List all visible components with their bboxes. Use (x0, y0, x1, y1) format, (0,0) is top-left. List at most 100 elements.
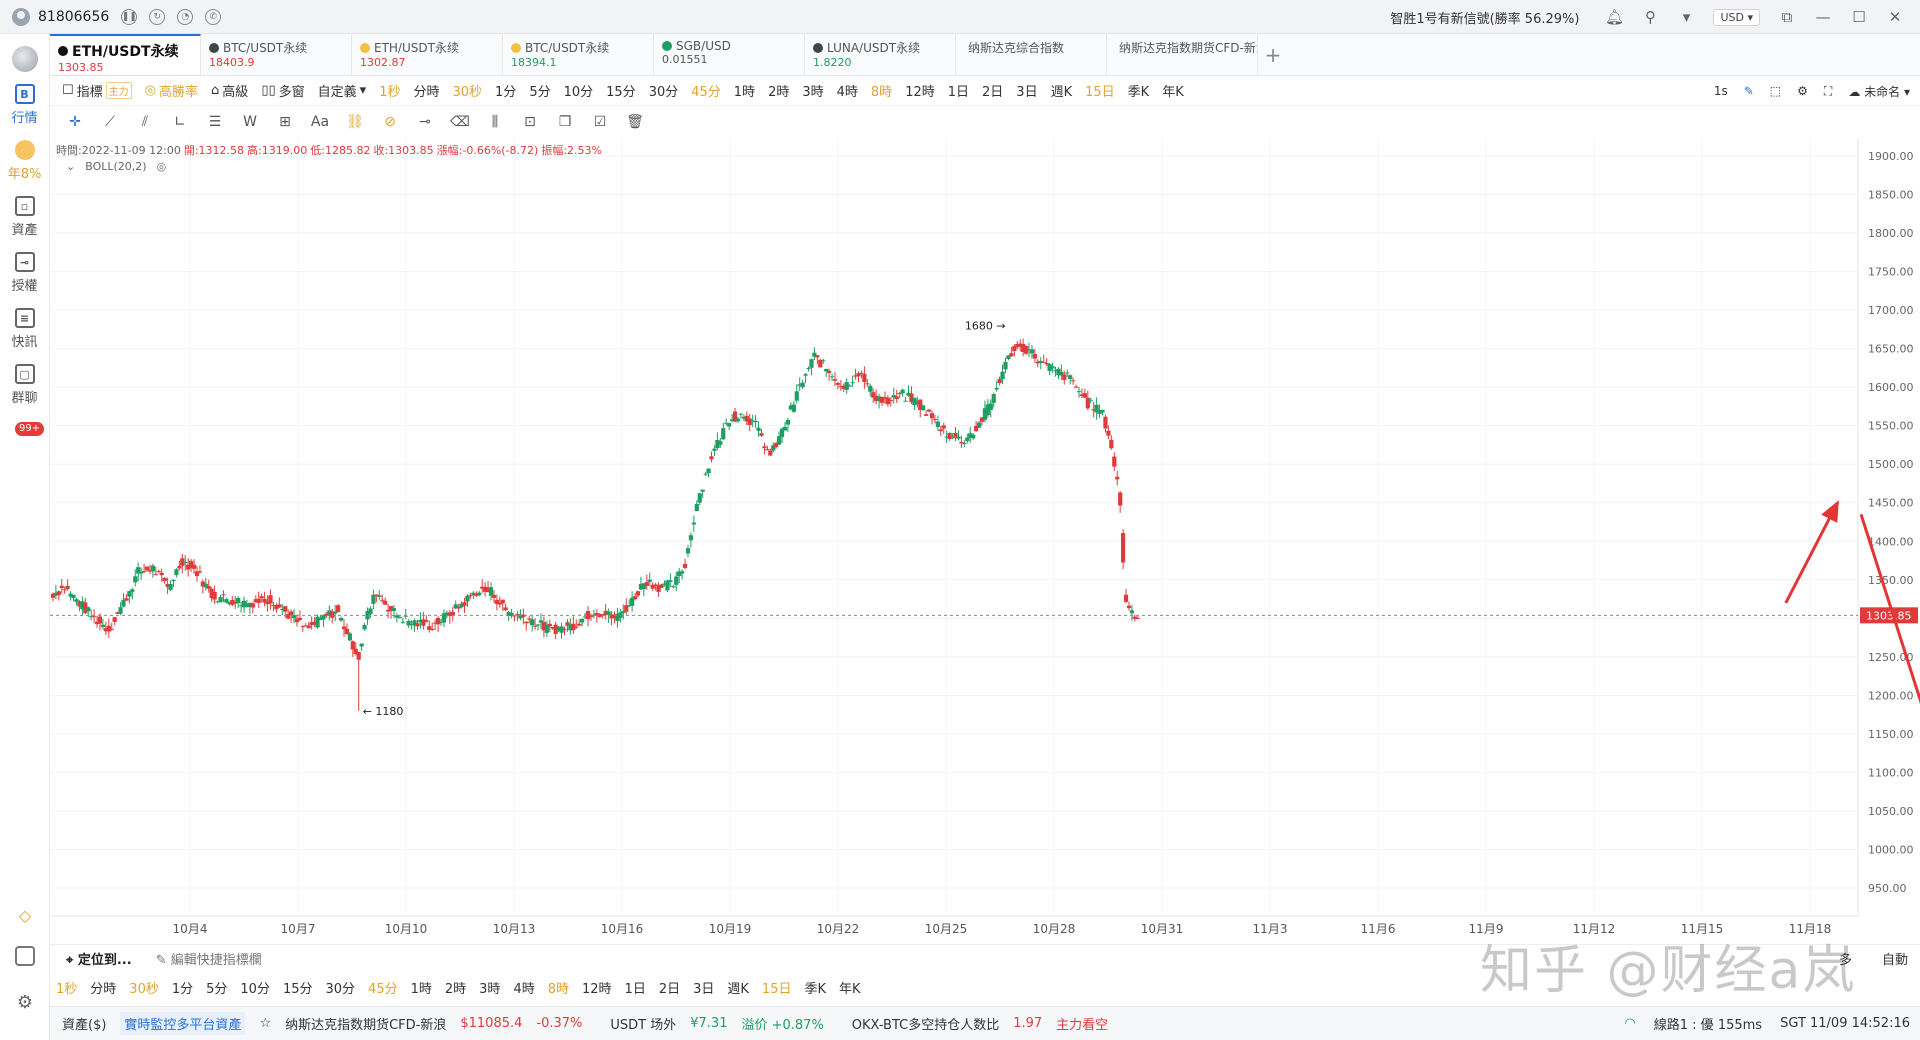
bottom-right-a[interactable]: 多 (1838, 953, 1852, 968)
text-icon[interactable]: Aa (310, 114, 330, 130)
bottom-interval-19[interactable]: 15日 (761, 981, 792, 997)
top-interval-9[interactable]: 1時 (733, 85, 756, 100)
tab-symbol-2[interactable]: ETH/USDT永续 1302.87 (352, 34, 503, 75)
top-interval-0[interactable]: 1秒 (379, 85, 401, 100)
eraser-icon[interactable]: ⌫ (450, 114, 470, 130)
eye-off-icon[interactable]: ◎ (156, 160, 167, 173)
top-interval-2[interactable]: 30秒 (452, 85, 483, 100)
sidebar-diamond[interactable]: ◇ (0, 906, 50, 925)
trend-line-icon[interactable]: ⟋ (105, 114, 115, 130)
top-interval-15[interactable]: 1日 (947, 85, 970, 100)
currency-select[interactable]: USD ▾ (1713, 8, 1760, 26)
top-interval-8[interactable]: 45分 (691, 85, 721, 100)
shirt-icon[interactable]: ▾ (1682, 8, 1691, 26)
sidebar-item-chat[interactable]: ▢ 群聊 (0, 364, 49, 406)
tab-symbol-0[interactable]: ETH/USDT永续 1303.85 (50, 34, 201, 75)
search-icon[interactable]: ⚲ (1644, 8, 1656, 26)
minimize-icon[interactable]: — (1815, 8, 1831, 26)
bottom-interval-1[interactable]: 分時 (90, 981, 117, 997)
top-interval-3[interactable]: 1分 (495, 85, 517, 100)
top-interval-14[interactable]: 12時 (905, 85, 935, 100)
fullscreen-icon[interactable]: ⛶ (1823, 83, 1833, 98)
wave-icon[interactable]: W (243, 114, 257, 130)
win-rate-button[interactable]: ◎ 高勝率 (144, 83, 199, 100)
horizontal-lines-icon[interactable]: ☰ (208, 114, 222, 130)
bell-icon[interactable]: 🔔︎ (1604, 8, 1624, 26)
settings-icon[interactable]: ⚙ (1797, 84, 1808, 98)
bottom-right-b[interactable]: 自動 (1881, 953, 1908, 968)
top-interval-13[interactable]: 8時 (870, 85, 893, 100)
bottom-interval-15[interactable]: 1日 (624, 981, 646, 997)
bottom-interval-18[interactable]: 週K (727, 981, 749, 997)
maximize-icon[interactable]: ☐ (1852, 8, 1866, 26)
index-name[interactable]: 纳斯达克指数期货CFD-新浪 (285, 1018, 447, 1033)
edit-icon[interactable]: ☑ (593, 114, 607, 130)
bottom-interval-11[interactable]: 3時 (479, 981, 501, 997)
bottom-interval-4[interactable]: 5分 (206, 981, 228, 997)
top-interval-17[interactable]: 3日 (1016, 85, 1038, 100)
tab-symbol-3[interactable]: BTC/USDT永续 18394.1 (503, 34, 654, 75)
top-interval-1[interactable]: 分時 (413, 85, 440, 100)
layout-name[interactable]: ☁ 未命名 ▾ (1848, 84, 1910, 99)
bottom-interval-10[interactable]: 2時 (444, 981, 467, 997)
copy-icon[interactable]: ❐ (558, 114, 572, 130)
sidebar-item-news[interactable]: ≡ 快訊 (0, 308, 49, 350)
bottom-interval-7[interactable]: 30分 (325, 981, 356, 997)
indicator-button[interactable]: ☐ 指標 主力 (62, 81, 132, 100)
top-interval-12[interactable]: 4時 (836, 85, 858, 100)
ruler-icon[interactable]: ⊸ (419, 114, 431, 130)
top-interval-11[interactable]: 3時 (802, 85, 824, 100)
crosshair-icon[interactable]: ✛ (69, 114, 81, 130)
bottom-interval-2[interactable]: 30秒 (129, 981, 159, 997)
tab-symbol-6[interactable]: 纳斯达克综合指数 (956, 34, 1107, 75)
top-interval-21[interactable]: 年K (1162, 85, 1184, 100)
bottom-interval-5[interactable]: 10分 (240, 981, 270, 997)
bottom-interval-12[interactable]: 4時 (513, 981, 535, 997)
avatar[interactable] (12, 7, 30, 26)
top-interval-4[interactable]: 5分 (529, 85, 551, 100)
trash-icon[interactable]: 🗑︎ (626, 114, 644, 130)
sidebar-item-assets[interactable]: ▫ 資產 (0, 196, 49, 238)
top-interval-19[interactable]: 15日 (1085, 85, 1115, 100)
magnet-icon[interactable]: ⊘ (384, 114, 396, 130)
user-area[interactable]: 81806656 ❚❚ ↻ ◔ ✆ (0, 7, 222, 26)
locate-button[interactable]: ⌖ 定位到... (66, 953, 132, 968)
bottom-interval-9[interactable]: 1時 (410, 981, 432, 997)
close-icon[interactable]: ✕ (1888, 8, 1902, 26)
top-interval-16[interactable]: 2日 (982, 85, 1004, 100)
bottom-interval-8[interactable]: 45分 (368, 981, 398, 997)
snapshot-icon[interactable]: ⬚ (1769, 84, 1782, 98)
assets-label[interactable]: 資產($) (62, 1018, 107, 1033)
channel-icon[interactable]: ⫽ (141, 114, 149, 130)
pencil-icon[interactable]: ✎ (1743, 84, 1754, 98)
bottom-interval-16[interactable]: 2日 (658, 981, 681, 997)
edit-shortcut-button[interactable]: ✎ 編輯快捷指標欄 (155, 953, 262, 968)
restore-icon[interactable]: ⧉ (1781, 8, 1793, 26)
bottom-interval-6[interactable]: 15分 (282, 981, 313, 997)
tab-symbol-4[interactable]: SGB/USD 0.01551 (654, 34, 805, 75)
phone-icon[interactable]: ✆ (205, 8, 222, 25)
bottom-interval-14[interactable]: 12時 (582, 981, 612, 997)
tab-symbol-7[interactable]: 纳斯达克指数期货CFD-新浪 (1107, 34, 1258, 75)
pattern-icon[interactable]: ⛓ (346, 114, 364, 130)
star-icon[interactable]: ☆ (259, 1016, 272, 1031)
sidebar-item-earn[interactable]: 年8% (0, 140, 49, 182)
bottom-interval-0[interactable]: 1秒 (56, 981, 78, 997)
signal-notice[interactable]: 智胜1号有新信號(勝率 56.29%) (1390, 11, 1580, 27)
bottom-interval-21[interactable]: 年K (839, 981, 861, 997)
bottom-interval-20[interactable]: 季K (804, 981, 826, 997)
measure-icon[interactable]: ⊞ (279, 114, 291, 130)
custom-button[interactable]: 自定義 ▾ (317, 83, 367, 100)
candle-icon[interactable]: ⫼ (491, 114, 499, 130)
sidebar-item-market[interactable]: B 行情 (0, 84, 49, 126)
multi-window-button[interactable]: ▯▯ 多窗 (261, 83, 305, 100)
tab-symbol-1[interactable]: BTC/USDT永续 18403.9 (201, 34, 352, 75)
pause-icon[interactable]: ❚❚ (121, 8, 138, 25)
chevron-down-icon[interactable]: ⌄ (66, 160, 76, 173)
advanced-button[interactable]: ⌂ 高級 (211, 83, 249, 100)
top-interval-7[interactable]: 30分 (648, 85, 679, 100)
refresh-icon[interactable]: ↻ (149, 8, 166, 25)
boll-indicator[interactable]: ⌄ BOLL(20,2) ◎ (66, 160, 166, 173)
monitor-button[interactable]: 實時監控多平台資產 (120, 1012, 246, 1035)
top-interval-10[interactable]: 2時 (768, 85, 790, 100)
